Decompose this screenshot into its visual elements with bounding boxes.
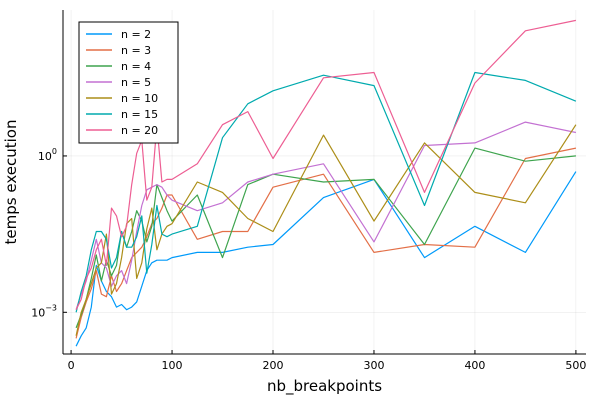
y-axis-label: temps execution bbox=[2, 120, 20, 245]
x-axis-label: nb_breakpoints bbox=[267, 377, 382, 396]
x-tick-label: 200 bbox=[263, 359, 284, 372]
y-tick-label: 10−3 bbox=[31, 303, 57, 319]
legend: n = 2 n = 3 n = 4 n = 5 n = 10 n = 15 n = 20 bbox=[78, 21, 179, 144]
series-line-n-20 bbox=[75, 19, 577, 310]
series-line-n-5 bbox=[75, 121, 577, 310]
tick-labels: 0 100 200 300 400 500 10−3 100 bbox=[31, 147, 586, 372]
x-tick-label: 300 bbox=[363, 359, 384, 372]
x-tick-label: 100 bbox=[162, 359, 183, 372]
legend-label: n = 3 bbox=[121, 44, 151, 57]
series-lines bbox=[75, 19, 577, 347]
legend-label: n = 5 bbox=[121, 76, 151, 89]
x-tick-label: 500 bbox=[565, 359, 586, 372]
legend-label: n = 20 bbox=[121, 124, 158, 137]
legend-label: n = 10 bbox=[121, 92, 158, 105]
x-tick-label: 400 bbox=[464, 359, 485, 372]
series-line-n-10 bbox=[75, 124, 577, 336]
x-tick-label: 0 bbox=[68, 359, 75, 372]
axes bbox=[62, 10, 586, 355]
legend-label: n = 4 bbox=[121, 60, 151, 73]
legend-label: n = 15 bbox=[121, 108, 158, 121]
y-tick-label: 100 bbox=[38, 147, 57, 163]
series-line-n-4 bbox=[75, 147, 576, 329]
series-line-n-3 bbox=[75, 147, 577, 339]
legend-label: n = 2 bbox=[121, 28, 151, 41]
